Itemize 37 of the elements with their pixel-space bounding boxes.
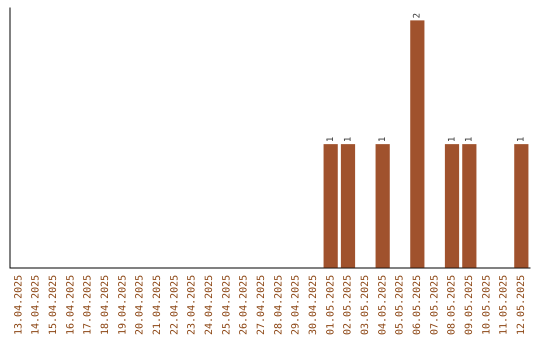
x-tick-label: 25.04.2025 <box>221 274 232 336</box>
data-label: 1 <box>447 136 458 142</box>
x-tick-label: 14.04.2025 <box>30 274 42 336</box>
x-tick-label: 06.05.2025 <box>412 274 423 336</box>
x-tick-label: 29.04.2025 <box>290 274 302 336</box>
x-tick-label: 19.04.2025 <box>117 274 128 336</box>
x-tick-label: 12.05.2025 <box>516 274 527 336</box>
x-tick-label: 04.05.2025 <box>377 274 388 336</box>
data-label: 1 <box>378 136 388 142</box>
x-tick-label: 21.04.2025 <box>152 274 163 336</box>
data-label: 2 <box>412 12 423 18</box>
x-tick-label: 01.05.2025 <box>325 274 336 336</box>
data-label: 1 <box>326 136 336 142</box>
x-tick-label: 07.05.2025 <box>429 274 440 336</box>
x-tick-label: 11.05.2025 <box>498 274 510 336</box>
x-tick-label: 03.05.2025 <box>360 274 371 336</box>
data-label: 1 <box>464 136 475 142</box>
x-tick-label: 16.04.2025 <box>65 274 76 336</box>
x-tick-label: 13.04.2025 <box>13 274 24 336</box>
x-tick-label: 18.04.2025 <box>100 274 111 336</box>
x-tick-label: 17.04.2025 <box>82 274 94 336</box>
x-tick-label: 02.05.2025 <box>342 274 354 336</box>
x-tick-label: 22.04.2025 <box>169 274 180 336</box>
x-tick-label: 10.05.2025 <box>481 274 492 336</box>
x-tick-label: 15.04.2025 <box>48 274 59 336</box>
x-tick-label: 24.04.2025 <box>204 274 215 336</box>
x-tick-label: 20.04.2025 <box>134 274 146 336</box>
x-tick-label: 23.04.2025 <box>186 274 198 336</box>
data-label: 1 <box>343 136 354 142</box>
x-tick-label: 05.05.2025 <box>394 274 406 336</box>
x-tick-label: 28.04.2025 <box>273 274 284 336</box>
x-tick-label: 26.04.2025 <box>238 274 250 336</box>
x-tick-label: 08.05.2025 <box>446 274 458 336</box>
x-tick-label: 09.05.2025 <box>464 274 475 336</box>
x-tick-label: 27.04.2025 <box>256 274 267 336</box>
x-tick-label: 30.04.2025 <box>308 274 319 336</box>
data-label: 1 <box>516 136 527 142</box>
